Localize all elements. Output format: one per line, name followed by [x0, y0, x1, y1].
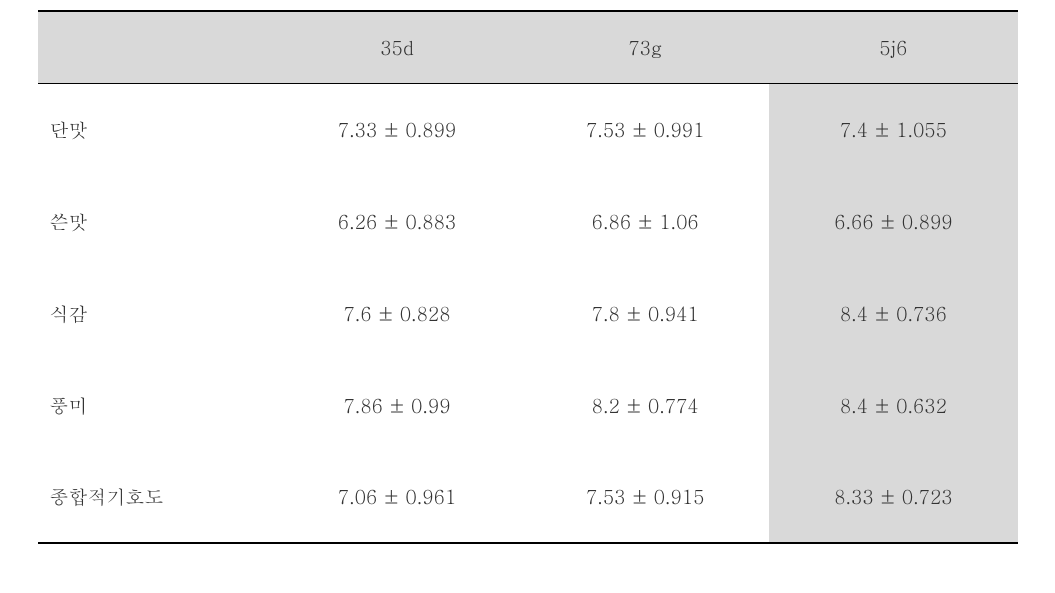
table-cell: 6.86 ± 1.06 — [521, 175, 769, 267]
table-row: 풍미 7.86 ± 0.99 8.2 ± 0.774 8.4 ± 0.632 — [38, 359, 1018, 451]
table-cell-highlighted: 8.4 ± 0.736 — [769, 267, 1017, 359]
table-cell: 7.06 ± 0.961 — [273, 451, 521, 543]
table-cell-highlighted: 6.66 ± 0.899 — [769, 175, 1017, 267]
table-cell: 7.86 ± 0.99 — [273, 359, 521, 451]
table-cell: 7.6 ± 0.828 — [273, 267, 521, 359]
table-cell: 7.8 ± 0.941 — [521, 267, 769, 359]
table-row: 쓴맛 6.26 ± 0.883 6.86 ± 1.06 6.66 ± 0.899 — [38, 175, 1018, 267]
table-cell: 7.53 ± 0.915 — [521, 451, 769, 543]
table-header-cell-empty — [38, 11, 273, 83]
row-label-bitterness: 쓴맛 — [38, 175, 273, 267]
table-header-cell-5j6: 5j6 — [769, 11, 1017, 83]
data-table: 35d 73g 5j6 단맛 7.33 ± 0.899 7.53 ± 0.991… — [38, 10, 1018, 544]
table-header-cell-73g: 73g — [521, 11, 769, 83]
row-label-flavor: 풍미 — [38, 359, 273, 451]
table-cell: 8.2 ± 0.774 — [521, 359, 769, 451]
table-cell-highlighted: 8.4 ± 0.632 — [769, 359, 1017, 451]
table-cell: 7.33 ± 0.899 — [273, 83, 521, 175]
row-label-overall: 종합적기호도 — [38, 451, 273, 543]
table-row: 종합적기호도 7.06 ± 0.961 7.53 ± 0.915 8.33 ± … — [38, 451, 1018, 543]
table-header-row: 35d 73g 5j6 — [38, 11, 1018, 83]
table-cell-highlighted: 7.4 ± 1.055 — [769, 83, 1017, 175]
table-cell: 6.26 ± 0.883 — [273, 175, 521, 267]
table-container: 35d 73g 5j6 단맛 7.33 ± 0.899 7.53 ± 0.991… — [38, 10, 1018, 544]
table-cell: 7.53 ± 0.991 — [521, 83, 769, 175]
table-row: 식감 7.6 ± 0.828 7.8 ± 0.941 8.4 ± 0.736 — [38, 267, 1018, 359]
table-row: 단맛 7.33 ± 0.899 7.53 ± 0.991 7.4 ± 1.055 — [38, 83, 1018, 175]
table-cell-highlighted: 8.33 ± 0.723 — [769, 451, 1017, 543]
row-label-texture: 식감 — [38, 267, 273, 359]
table-header-cell-35d: 35d — [273, 11, 521, 83]
row-label-sweetness: 단맛 — [38, 83, 273, 175]
